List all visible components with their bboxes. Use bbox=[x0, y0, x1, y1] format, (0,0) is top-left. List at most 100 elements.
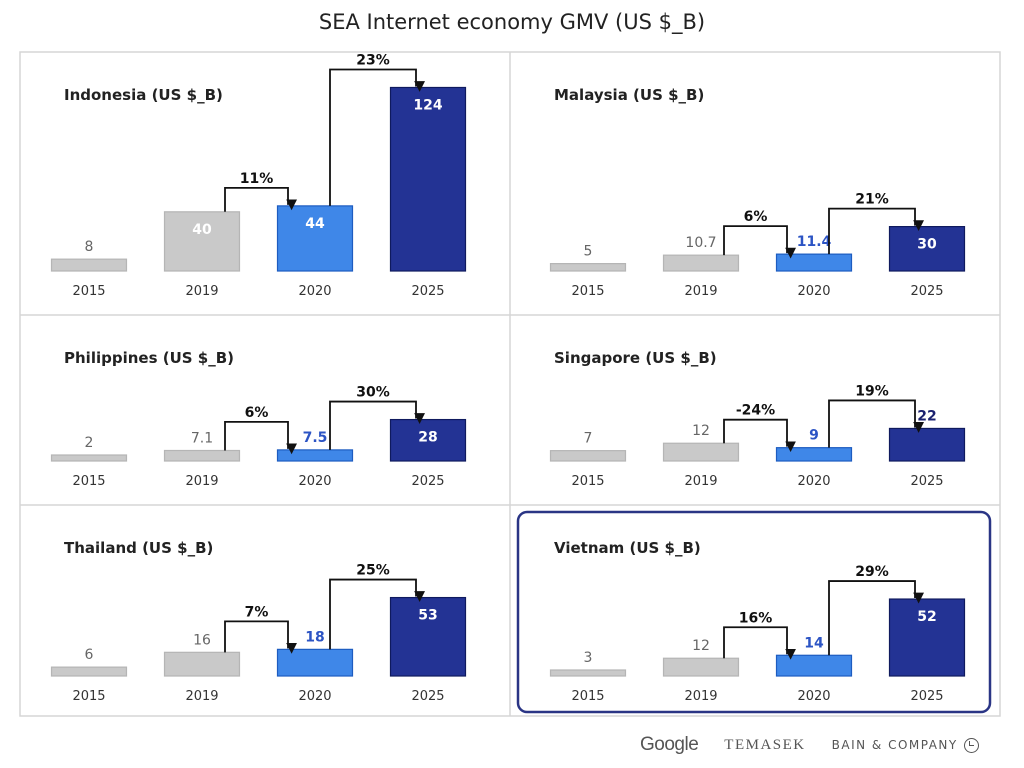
bar-2025 bbox=[389, 418, 467, 462]
temasek-logo: TEMASEK bbox=[724, 736, 806, 753]
value-label: 12 bbox=[692, 638, 710, 654]
bar-2015 bbox=[50, 258, 128, 272]
value-label: 22 bbox=[917, 408, 936, 424]
year-label: 2025 bbox=[910, 284, 943, 299]
year-label: 2015 bbox=[571, 689, 604, 704]
bar-2025 bbox=[888, 427, 966, 462]
panel-title: Vietnam (US $_B) bbox=[554, 539, 701, 557]
growth-label: 21% bbox=[855, 192, 889, 208]
panel-philippines: Philippines (US $_B) 2 2015 7.1 2019 7.5 2020 2… bbox=[50, 349, 467, 489]
growth-connector bbox=[224, 620, 297, 654]
year-label: 2020 bbox=[298, 474, 331, 489]
value-label: 7.5 bbox=[303, 430, 328, 446]
bain-clock-icon bbox=[963, 737, 979, 753]
growth-connector bbox=[224, 420, 297, 455]
year-label: 2015 bbox=[571, 474, 604, 489]
year-label: 2019 bbox=[684, 689, 717, 704]
bar-2025 bbox=[389, 596, 467, 677]
value-label: 16 bbox=[193, 632, 211, 648]
panel-thailand: Thailand (US $_B) 6 2015 16 2019 18 2020 53 2025… bbox=[50, 539, 467, 704]
panel-indonesia: Indonesia (US $_B) 8 2015 40 2019 44 2020 124 20… bbox=[50, 52, 467, 299]
value-label: 2 bbox=[85, 435, 94, 451]
bar-2015 bbox=[549, 669, 627, 677]
growth-label: 7% bbox=[245, 604, 269, 620]
bar-2019 bbox=[163, 449, 241, 462]
growth-label: 6% bbox=[744, 209, 768, 225]
bar-2019 bbox=[163, 651, 241, 677]
growth-connector bbox=[329, 68, 425, 206]
year-label: 2019 bbox=[684, 284, 717, 299]
bar-2019 bbox=[662, 442, 740, 462]
bar-2020 bbox=[775, 654, 853, 677]
year-label: 2019 bbox=[185, 474, 218, 489]
growth-label: 23% bbox=[356, 52, 390, 68]
value-label: 7.1 bbox=[191, 430, 213, 446]
value-label: 8 bbox=[85, 239, 94, 255]
bar-2019 bbox=[163, 211, 241, 272]
growth-connector bbox=[329, 400, 425, 450]
bar-2020 bbox=[775, 253, 853, 272]
growth-label: 11% bbox=[240, 171, 274, 187]
google-logo: Google bbox=[640, 734, 699, 755]
value-label: 53 bbox=[418, 608, 437, 624]
bar-2025 bbox=[389, 86, 467, 272]
growth-label: 25% bbox=[356, 563, 390, 579]
panel-vietnam: Vietnam (US $_B) 3 2015 12 2019 14 2020 52 2025 1… bbox=[516, 510, 992, 714]
value-label: 52 bbox=[917, 609, 936, 625]
growth-connector bbox=[723, 418, 796, 453]
value-label: 40 bbox=[192, 222, 212, 238]
value-label: 3 bbox=[584, 650, 593, 666]
bain-logo: BAIN & COMPANY bbox=[831, 737, 979, 753]
growth-connector bbox=[828, 399, 924, 448]
panel-title: Singapore (US $_B) bbox=[554, 349, 717, 367]
value-label: 12 bbox=[692, 423, 710, 439]
value-label: 28 bbox=[418, 430, 437, 446]
year-label: 2020 bbox=[298, 284, 331, 299]
year-label: 2020 bbox=[797, 284, 830, 299]
bar-2015 bbox=[549, 450, 627, 462]
year-label: 2019 bbox=[684, 474, 717, 489]
bar-2015 bbox=[50, 666, 128, 677]
chart-title: SEA Internet economy GMV (US $_B) bbox=[318, 10, 706, 34]
year-label: 2025 bbox=[411, 284, 444, 299]
year-label: 2025 bbox=[910, 474, 943, 489]
value-label: 11.4 bbox=[797, 234, 832, 250]
bar-2015 bbox=[50, 454, 128, 462]
value-label: 44 bbox=[305, 216, 325, 232]
value-label: 6 bbox=[85, 647, 94, 663]
year-label: 2019 bbox=[185, 689, 218, 704]
panel-singapore: Singapore (US $_B) 7 2015 12 2019 9 2020 22 2025… bbox=[549, 349, 966, 489]
bar-2015 bbox=[549, 263, 627, 272]
bar-2019 bbox=[662, 254, 740, 272]
highlight-border bbox=[516, 510, 992, 714]
panel-title: Thailand (US $_B) bbox=[64, 539, 213, 557]
year-label: 2015 bbox=[571, 284, 604, 299]
year-label: 2015 bbox=[72, 284, 105, 299]
growth-connector bbox=[723, 626, 796, 660]
bain-logo-text: BAIN & COMPANY bbox=[831, 738, 958, 752]
growth-label: 30% bbox=[356, 385, 390, 401]
bar-2020 bbox=[775, 447, 853, 462]
growth-label: 19% bbox=[855, 383, 889, 399]
growth-label: 16% bbox=[739, 610, 773, 626]
bar-2025 bbox=[888, 598, 966, 677]
year-label: 2020 bbox=[298, 689, 331, 704]
value-label: 10.7 bbox=[685, 235, 716, 251]
panel-malaysia: Malaysia (US $_B) 5 2015 10.7 2019 11.4 2020 30… bbox=[549, 86, 966, 299]
panel-title: Malaysia (US $_B) bbox=[554, 86, 704, 104]
bar-2020 bbox=[276, 205, 354, 272]
growth-connector bbox=[224, 186, 297, 212]
value-label: 18 bbox=[305, 629, 324, 645]
growth-connector bbox=[329, 578, 425, 650]
growth-connector bbox=[723, 225, 796, 259]
year-label: 2020 bbox=[797, 689, 830, 704]
logo-row: Google TEMASEK BAIN & COMPANY bbox=[640, 734, 979, 756]
value-label: 7 bbox=[584, 431, 593, 447]
panel-title: Indonesia (US $_B) bbox=[64, 86, 223, 104]
growth-connector bbox=[828, 580, 924, 656]
growth-label: 6% bbox=[245, 405, 269, 421]
growth-label: 29% bbox=[855, 564, 889, 580]
year-label: 2025 bbox=[411, 689, 444, 704]
year-label: 2015 bbox=[72, 689, 105, 704]
